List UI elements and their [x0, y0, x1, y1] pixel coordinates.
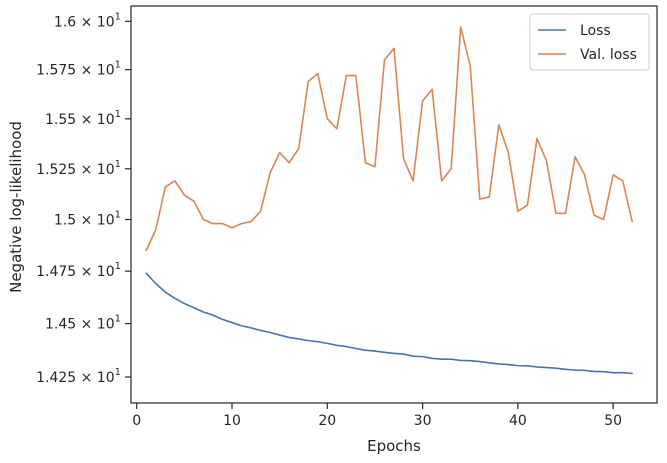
y-tick-label: 1.525 × 101 — [36, 159, 121, 178]
legend-label-val-loss: Val. loss — [580, 47, 637, 63]
x-axis-ticks: 0 10 20 30 40 50 — [132, 403, 622, 429]
x-axis-label: Epochs — [367, 437, 421, 455]
x-tick-label: 0 — [132, 413, 141, 429]
x-tick-label: 30 — [414, 413, 432, 429]
y-axis-ticks: 1.425 × 101 1.45 × 101 1.475 × 101 1.5 × 10… — [36, 11, 131, 386]
y-tick-label: 1.475 × 101 — [36, 261, 121, 280]
y-axis-label: Negative log-likelihood — [7, 121, 25, 293]
y-tick-label: 1.45 × 101 — [45, 314, 121, 333]
plot-area — [130, 5, 658, 404]
legend: Loss Val. loss — [529, 13, 650, 71]
y-tick-label: 1.425 × 101 — [36, 367, 121, 386]
y-tick-label: 1.6 × 101 — [54, 11, 121, 30]
y-tick-label: 1.5 × 101 — [54, 210, 121, 229]
legend-label-loss: Loss — [580, 23, 611, 39]
x-tick-label: 50 — [604, 413, 622, 429]
y-tick-label: 1.55 × 101 — [45, 109, 121, 128]
x-tick-label: 10 — [223, 413, 241, 429]
x-tick-label: 40 — [509, 413, 527, 429]
y-tick-label: 1.575 × 101 — [36, 60, 121, 79]
x-tick-label: 20 — [318, 413, 336, 429]
legend-box — [529, 13, 650, 71]
series-line-loss — [145, 272, 634, 375]
series-lines — [145, 26, 634, 375]
series-line-val-loss — [145, 26, 634, 252]
